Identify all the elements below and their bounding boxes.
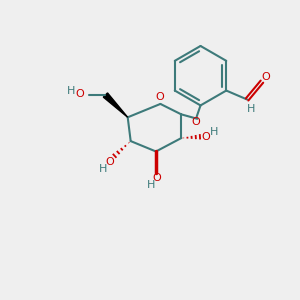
Text: H: H (210, 127, 219, 137)
Text: O: O (105, 158, 114, 167)
Text: O: O (192, 117, 200, 127)
Text: H: H (146, 180, 155, 190)
Text: O: O (155, 92, 164, 102)
Polygon shape (103, 93, 128, 117)
Text: O: O (202, 132, 210, 142)
Text: O: O (76, 88, 85, 98)
Text: H: H (247, 104, 256, 114)
Text: H: H (67, 86, 75, 96)
Text: O: O (152, 173, 161, 183)
Text: H: H (99, 164, 107, 174)
Text: O: O (261, 72, 270, 82)
